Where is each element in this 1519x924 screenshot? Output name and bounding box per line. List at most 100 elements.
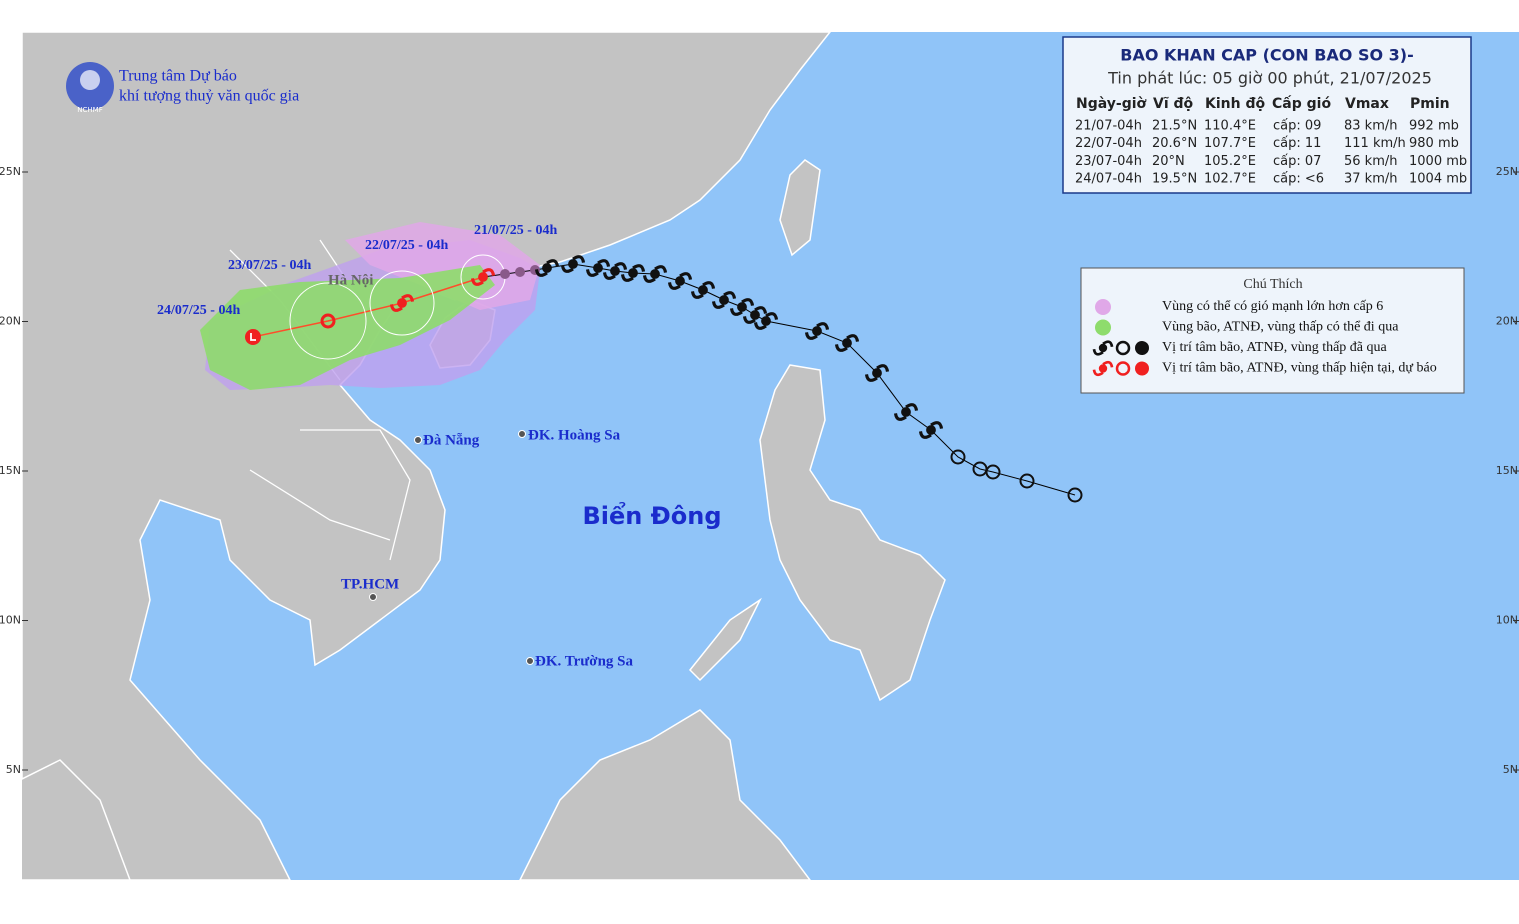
storm-arm	[620, 264, 646, 282]
table-cell: 980 mb	[1409, 136, 1459, 151]
storm-core	[478, 272, 488, 282]
forecast-label: 21/07/25 - 04h	[474, 223, 557, 238]
forecast-point	[320, 313, 336, 329]
lat-label: 5N	[6, 763, 21, 776]
storm-arm	[742, 306, 768, 324]
table-cell: 21.5°N	[1152, 119, 1197, 134]
table-header: Kinh độ	[1205, 96, 1265, 112]
track-point-faint	[515, 267, 525, 277]
storm-arm	[602, 262, 628, 280]
storm-core	[901, 407, 911, 417]
storm-symbol	[729, 298, 755, 316]
storm-arm	[804, 322, 830, 340]
storm-symbol	[893, 403, 919, 421]
lat-label: 20N	[1496, 315, 1518, 328]
table-cell: 23/07-04h	[1075, 154, 1142, 169]
lat-label: 10N	[1496, 614, 1518, 627]
place-label: Hà Nội	[328, 272, 373, 288]
storm-core	[698, 285, 708, 295]
storm-core	[568, 259, 578, 269]
forecast-point	[250, 333, 256, 341]
lat-label: 15N	[0, 464, 21, 477]
storm-symbol	[585, 259, 611, 277]
storm-core	[610, 266, 620, 276]
place-label: Đà Nẵng	[423, 432, 480, 448]
place-dot	[369, 593, 377, 601]
place-dot	[526, 657, 534, 665]
forecast-label: 23/07/25 - 04h	[228, 258, 311, 273]
table-cell: 107.7°E	[1204, 136, 1256, 151]
storm-symbol	[918, 421, 944, 439]
table-cell: 20°N	[1152, 154, 1185, 169]
track-point-low	[985, 464, 1001, 480]
storm-arm	[753, 312, 779, 330]
storm-core	[650, 269, 660, 279]
storm-arm	[1092, 360, 1114, 377]
storm-arm	[711, 291, 737, 309]
table-cell: 22/07-04h	[1075, 136, 1142, 151]
track-point-low	[1019, 473, 1035, 489]
storm-core	[872, 368, 882, 378]
table-cell: 102.7°E	[1204, 172, 1256, 187]
table-cell: 1000 mb	[1409, 154, 1467, 169]
storm-symbol	[620, 264, 646, 282]
lat-label: 5N	[1503, 763, 1518, 776]
storm-core	[542, 263, 552, 273]
storm-core	[750, 310, 760, 320]
storm-core	[397, 298, 407, 308]
table-cell: 1004 mb	[1409, 172, 1467, 187]
table-cell: 56 km/h	[1344, 154, 1398, 169]
table-cell: 110.4°E	[1204, 119, 1256, 134]
logo-abbr: NCHMF	[77, 106, 102, 114]
storm-arm	[470, 268, 496, 286]
storm-arm	[560, 255, 586, 273]
storm-arm	[690, 281, 716, 299]
table-cell: cấp: 09	[1273, 119, 1321, 134]
legend-swatch	[1115, 340, 1131, 356]
storm-symbol	[642, 265, 668, 283]
legend-swatch	[1135, 341, 1149, 355]
storm-core	[593, 263, 603, 273]
forecast-label: 22/07/25 - 04h	[365, 238, 448, 253]
storm-symbol	[602, 262, 628, 280]
storm-arm	[642, 265, 668, 283]
place-label: TP.HCM	[341, 576, 399, 592]
table-cell: 19.5°N	[1152, 172, 1197, 187]
table-cell: 37 km/h	[1344, 172, 1398, 187]
storm-core	[628, 268, 638, 278]
track-point-faint	[500, 269, 510, 279]
table-cell: 105.2°E	[1204, 154, 1256, 169]
storm-symbol	[1092, 340, 1114, 356]
storm-arm	[534, 259, 560, 277]
legend-item: Vị trí tâm bão, ATNĐ, vùng thấp đã qua	[1162, 340, 1388, 355]
table-cell: cấp: 11	[1273, 136, 1321, 151]
storm-arm	[729, 298, 755, 316]
table-header: Vĩ độ	[1153, 96, 1194, 112]
storm-symbol	[1092, 360, 1114, 377]
legend-title: Chú Thích	[1243, 277, 1302, 292]
storm-symbol	[667, 272, 693, 290]
storm-arm	[834, 334, 860, 352]
storm-symbol	[711, 291, 737, 309]
storm-core	[1098, 364, 1108, 373]
table-cell: 21/07-04h	[1075, 119, 1142, 134]
forecast-point	[245, 329, 261, 345]
storm-arm	[585, 259, 611, 277]
lat-label: 10N	[0, 614, 21, 627]
storm-core	[1098, 343, 1108, 353]
storm-core	[675, 276, 685, 286]
storm-core	[737, 302, 747, 312]
storm-core	[719, 295, 729, 305]
table-header: Cấp gió	[1272, 95, 1331, 112]
storm-core	[926, 425, 936, 435]
table-header: Ngày-giờ	[1076, 96, 1147, 112]
logo-text: Trung tâm Dự báo	[119, 68, 237, 85]
storm-symbol	[742, 306, 768, 324]
place-label: ĐK. Hoàng Sa	[528, 427, 621, 443]
storm-symbol	[389, 294, 415, 312]
table-header: Vmax	[1345, 96, 1389, 112]
storm-symbol	[690, 281, 716, 299]
box-title: BAO KHAN CAP (CON BAO SO 3)-	[1120, 46, 1413, 65]
logo	[66, 62, 114, 110]
